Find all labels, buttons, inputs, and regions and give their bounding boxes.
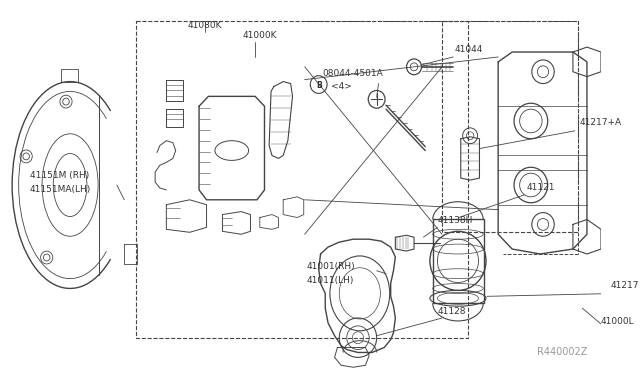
Text: R440002Z: R440002Z — [536, 347, 587, 357]
Text: 41121: 41121 — [526, 183, 555, 192]
Text: B: B — [316, 81, 321, 90]
Text: 41217+A: 41217+A — [579, 118, 621, 127]
Text: 41217: 41217 — [611, 281, 639, 291]
Text: 41128: 41128 — [437, 307, 466, 316]
Text: 41001(RH): 41001(RH) — [307, 262, 355, 271]
Text: 41151M (RH): 41151M (RH) — [30, 171, 89, 180]
Text: 41000K: 41000K — [243, 31, 277, 40]
Text: 41000L: 41000L — [601, 317, 635, 326]
Text: <4>: <4> — [331, 83, 352, 92]
Text: 41044: 41044 — [454, 45, 483, 54]
Text: 41138H: 41138H — [437, 217, 473, 225]
Text: 08044-4501A: 08044-4501A — [323, 69, 383, 78]
Text: 41151MA(LH): 41151MA(LH) — [30, 185, 91, 194]
Text: 41080K: 41080K — [188, 21, 222, 31]
Text: 41011(LH): 41011(LH) — [307, 276, 354, 285]
Bar — [136, 20, 468, 338]
Bar — [442, 20, 578, 232]
